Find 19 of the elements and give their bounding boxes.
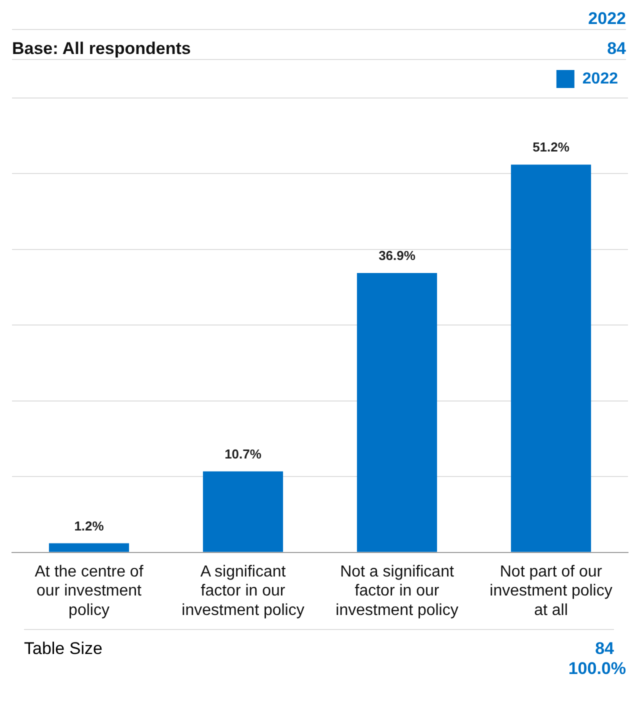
- text: 100.0%: [568, 659, 626, 679]
- text: Base: All respondents: [12, 39, 191, 59]
- data-label: 36.9%: [378, 248, 416, 264]
- text: 2022: [588, 9, 626, 29]
- text: 84: [595, 639, 614, 659]
- legend-label: 2022: [582, 70, 618, 88]
- bar: [356, 272, 438, 552]
- text: 84: [607, 39, 626, 59]
- x-tick-label: Not part of our investment policy at all: [490, 563, 612, 619]
- bar: [48, 543, 130, 552]
- data-label: 51.2%: [532, 140, 570, 155]
- data-label: 1.2%: [74, 518, 104, 534]
- data-label: 10.7%: [224, 446, 262, 462]
- x-tick-label: Not a significant factor in our investment policy: [336, 563, 458, 619]
- bar: [202, 471, 284, 552]
- text: Table Size: [24, 639, 102, 659]
- x-tick-label: At the centre of our investment policy: [34, 563, 144, 619]
- x-tick-label: A significant factor in our investment policy: [182, 563, 304, 619]
- bar: [510, 164, 592, 552]
